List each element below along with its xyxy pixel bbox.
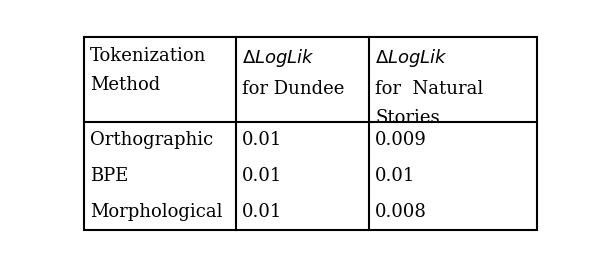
Text: 0.009: 0.009 [375, 131, 427, 149]
Text: 0.01: 0.01 [375, 167, 416, 185]
Text: $\Delta LogLik$
for Dundee: $\Delta LogLik$ for Dundee [242, 47, 344, 98]
Text: 0.008: 0.008 [375, 203, 427, 221]
Text: 0.01: 0.01 [242, 131, 282, 149]
Text: Orthographic: Orthographic [90, 131, 213, 149]
Text: Morphological: Morphological [90, 203, 222, 221]
Text: 0.01: 0.01 [242, 167, 282, 185]
Text: BPE: BPE [90, 167, 128, 185]
Text: $\Delta LogLik$
for  Natural
Stories: $\Delta LogLik$ for Natural Stories [375, 47, 484, 127]
Text: Tokenization
Method: Tokenization Method [90, 47, 206, 94]
Text: 0.01: 0.01 [242, 203, 282, 221]
